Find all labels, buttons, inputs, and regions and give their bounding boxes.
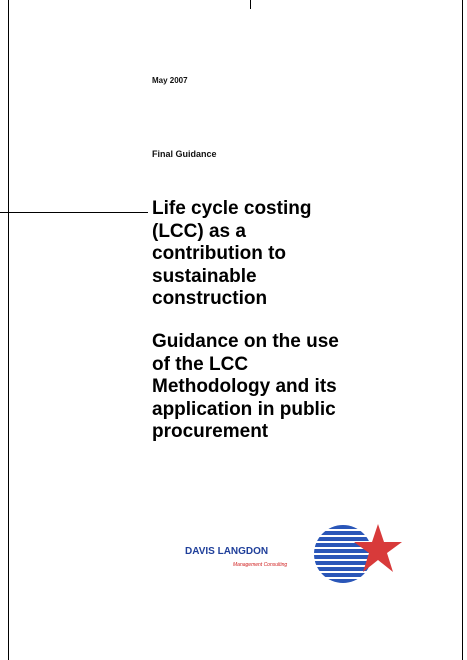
text-line: Methodology and its bbox=[152, 376, 337, 397]
text-line: sustainable bbox=[152, 265, 257, 287]
rule bbox=[0, 212, 148, 213]
text-line: Life cycle costing bbox=[152, 198, 312, 219]
text-line: construction bbox=[152, 288, 268, 309]
text-line: Guidance on the use bbox=[152, 331, 339, 352]
logo-globe bbox=[314, 524, 402, 583]
text-line: of the LCC bbox=[152, 353, 249, 375]
text-line: application in public bbox=[152, 398, 336, 420]
date: May 2007 bbox=[152, 76, 188, 85]
subtitle: Guidance on the use of the LCC Methodology… bbox=[152, 331, 339, 444]
logo-name: DAVIS LANGDON bbox=[185, 546, 269, 557]
page-border bbox=[8, 0, 463, 660]
text-line: procurement bbox=[152, 421, 269, 442]
title: Life cycle costing (LCC) as a contribution… bbox=[152, 198, 311, 311]
logo-tagline: Management Consulting bbox=[233, 562, 288, 568]
text-line: (LCC) as a bbox=[152, 220, 246, 242]
text-line: contribution to bbox=[152, 243, 287, 264]
crop-mark bbox=[250, 0, 251, 9]
document-kind: Final Guidance bbox=[152, 149, 217, 159]
